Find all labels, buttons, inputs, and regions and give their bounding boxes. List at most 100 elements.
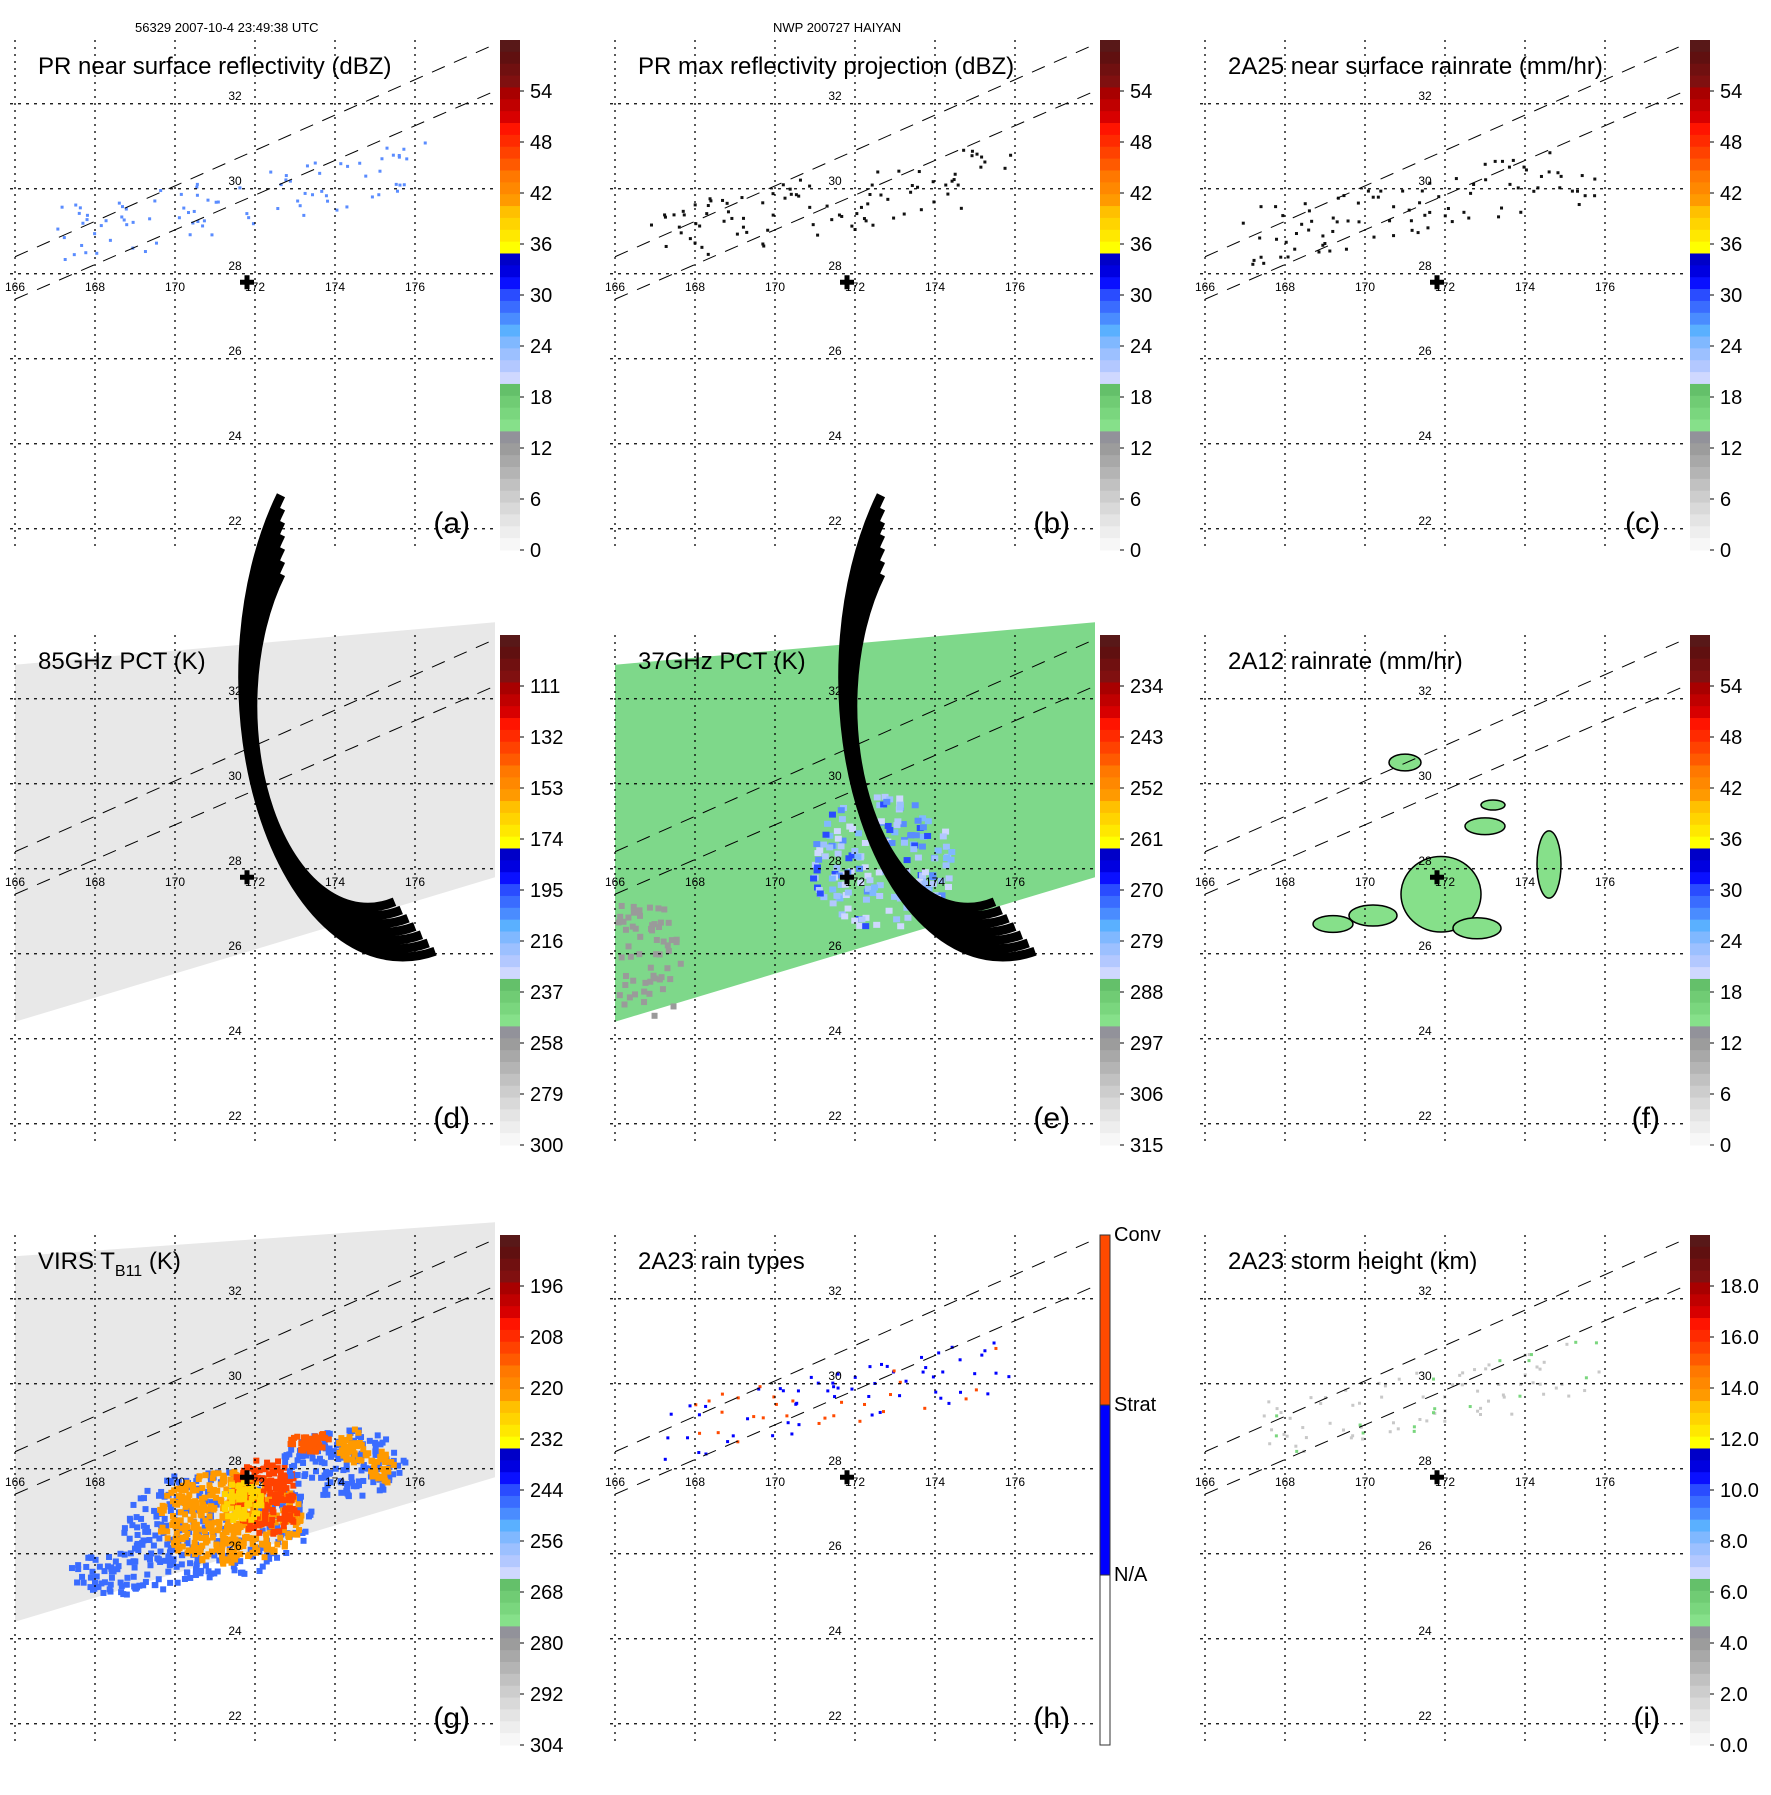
- pixel-cloud: [395, 1462, 402, 1469]
- pixel-cloud: [347, 1440, 354, 1447]
- pixel-rain: [931, 855, 939, 862]
- rain-pixel: [758, 1385, 762, 1389]
- pixel-cloud: [277, 1483, 284, 1490]
- pixel-cloud: [131, 1545, 138, 1552]
- colorbar-bin: [1690, 300, 1710, 314]
- colorbar-bin: [500, 907, 520, 921]
- rain-pixel: [698, 224, 702, 228]
- pixel-cloud: [300, 1445, 307, 1452]
- pixel-cloud: [126, 1559, 133, 1566]
- pixel-cloud: [171, 1487, 178, 1494]
- pixel-cloud: [272, 1491, 279, 1498]
- colorbar-bin: [500, 1721, 520, 1734]
- pixel-cloud: [274, 1541, 281, 1548]
- storm-center-marker: [1430, 1470, 1444, 1485]
- rain-pixel: [1554, 1386, 1558, 1390]
- rain-pixel: [924, 1366, 928, 1370]
- colorbar-bin: [1690, 1495, 1710, 1509]
- colorbar-bin: [1690, 526, 1710, 539]
- rain-pixel: [788, 187, 792, 191]
- pixel-cloud: [247, 1520, 254, 1527]
- pixel-cloud: [218, 1498, 225, 1505]
- pixel-rain: [873, 921, 881, 928]
- title-subscript: B11: [115, 1263, 142, 1280]
- rain-pixel: [1371, 195, 1375, 199]
- rain-pixel: [826, 1389, 830, 1393]
- pixel-cloud: [245, 1525, 252, 1532]
- rain-pixel: [809, 1375, 813, 1379]
- pixel-cloud: [171, 1517, 178, 1524]
- colorbar-bin: [1690, 158, 1710, 171]
- rain-pixel: [1527, 1353, 1531, 1357]
- pixel-cloud: [190, 1544, 197, 1551]
- pixel-cloud: [271, 1528, 278, 1535]
- colorbar-bin: [1690, 312, 1710, 326]
- pixel-rain: [894, 818, 902, 825]
- pixel-cloud: [327, 1469, 334, 1476]
- pixel-cloud: [312, 1458, 319, 1465]
- colorbar-bin: [500, 801, 520, 814]
- colorbar-bin: [1100, 383, 1120, 397]
- colorbar-bin: [500, 466, 520, 480]
- colorbar-bin: [1690, 1448, 1710, 1461]
- pixel-cloud: [209, 1534, 216, 1541]
- pixel-cloud: [187, 1516, 194, 1523]
- pixel-cloud: [327, 1479, 334, 1486]
- lon-tick-label: 166: [5, 280, 25, 294]
- pixel-cloud: [275, 1458, 282, 1465]
- rain-pixel: [720, 1410, 724, 1414]
- pixel-cloud: [197, 1570, 204, 1577]
- colorbar-bin: [1690, 277, 1710, 290]
- rain-pixel: [1507, 165, 1511, 169]
- rain-pixel: [1274, 205, 1278, 209]
- pixel-cloud: [231, 1567, 238, 1574]
- pixel-cloud: [87, 1554, 94, 1561]
- rain-pixel: [1532, 189, 1536, 193]
- rain-pixel: [994, 1346, 998, 1350]
- colorbar-bin: [1100, 848, 1120, 861]
- colorbar-bin: [1690, 431, 1710, 444]
- pixel-rain: [942, 828, 950, 835]
- pixel-cold: [641, 988, 648, 995]
- pixel-cloud: [135, 1547, 142, 1554]
- pixel-rain: [914, 854, 922, 861]
- pixel-cloud: [104, 1563, 111, 1570]
- rain-pixel: [1275, 1414, 1279, 1418]
- pixel-cloud: [173, 1500, 180, 1507]
- pixel-cloud: [133, 1514, 140, 1521]
- pixel-cloud: [312, 1468, 319, 1475]
- pixel-rain: [822, 831, 830, 838]
- pixel-cloud: [350, 1483, 357, 1490]
- pixel-cloud: [305, 1513, 312, 1520]
- pixel-rain: [900, 839, 908, 846]
- colorbar-bin: [500, 1460, 520, 1473]
- pixel-rain: [829, 886, 837, 893]
- rain-pixel: [866, 202, 870, 206]
- rain-pixel: [1418, 201, 1422, 205]
- colorbar-tick-label: 54: [530, 81, 552, 103]
- colorbar-bin: [1690, 1306, 1710, 1319]
- pixel-cloud: [225, 1524, 232, 1531]
- pixel-cloud: [138, 1515, 145, 1522]
- pixel-cloud: [213, 1541, 220, 1548]
- pixel-cloud: [134, 1531, 141, 1538]
- rain-pixel: [1493, 159, 1497, 163]
- rain-pixel: [1469, 191, 1473, 195]
- rain-pixel: [897, 169, 901, 173]
- colorbar-tick-label: 42: [530, 183, 552, 205]
- colorbar-bin: [1100, 123, 1120, 136]
- rain-pixel: [1309, 1396, 1313, 1400]
- panel-a: 166 168 170 172 174 176 32 30 28 26 24 22 PR near su…: [0, 30, 590, 600]
- lat-tick-label: 30: [228, 174, 242, 188]
- colorbar-bin: [1100, 1050, 1120, 1063]
- colorbar-bin: [500, 1626, 520, 1639]
- rain-pixel: [944, 183, 948, 187]
- pixel-cloud: [302, 1439, 309, 1446]
- rain-pixel: [934, 1390, 938, 1394]
- rain-pixel: [182, 206, 186, 210]
- rain-pixel: [931, 1375, 935, 1379]
- panel-letter: (d): [433, 1102, 470, 1135]
- pixel-cloud: [372, 1439, 379, 1446]
